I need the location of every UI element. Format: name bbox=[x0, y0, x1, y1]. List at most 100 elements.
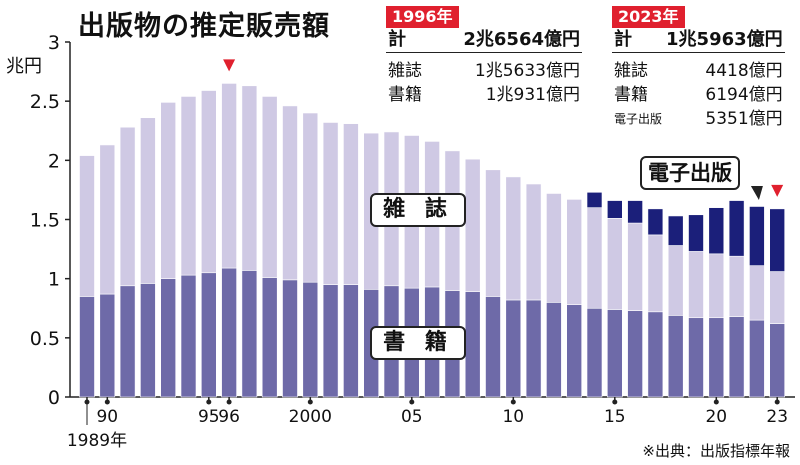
bar-segment bbox=[322, 122, 339, 285]
magazine-value: 1兆5633億円 bbox=[474, 61, 580, 81]
bar-segment bbox=[728, 255, 745, 317]
bar-segment bbox=[606, 200, 623, 219]
bar-segment bbox=[322, 284, 339, 398]
x-tick-dot bbox=[612, 399, 618, 405]
magazine-value: 4418億円 bbox=[705, 61, 783, 81]
y-tick-label: 0 bbox=[48, 387, 60, 409]
magazine-series-label: 雑 誌 bbox=[370, 193, 466, 227]
x-tick-label: 20 bbox=[705, 407, 727, 427]
x-tick-dot bbox=[713, 399, 719, 405]
bar-segment bbox=[566, 304, 583, 398]
bar-segment bbox=[505, 176, 522, 301]
books-label: 書籍 bbox=[614, 85, 648, 105]
x-tick-dot bbox=[104, 399, 110, 405]
bar-segment bbox=[749, 265, 765, 321]
x-tick-dot bbox=[510, 399, 516, 405]
bar-segment bbox=[749, 206, 765, 266]
bar-segment bbox=[647, 234, 664, 313]
source-note: ※出典：出版指標年報 bbox=[642, 442, 790, 460]
electronic-value: 5351億円 bbox=[705, 109, 783, 129]
bar-segment bbox=[241, 85, 258, 271]
bar-segment bbox=[728, 200, 745, 257]
magazine-label: 雑誌 bbox=[614, 61, 648, 81]
bar-segment bbox=[485, 296, 501, 398]
peak-marker bbox=[223, 59, 236, 72]
bar-segment bbox=[261, 96, 278, 278]
bar-segment bbox=[728, 316, 745, 398]
x-tick-dot bbox=[206, 399, 212, 405]
bar-segment bbox=[667, 245, 684, 316]
bar-segment bbox=[647, 208, 664, 236]
y-tick-label: 1.5 bbox=[30, 210, 60, 232]
bar-segment bbox=[606, 309, 623, 398]
bar-segment bbox=[201, 272, 217, 398]
x-tick-dot bbox=[409, 399, 415, 405]
bar-segment bbox=[647, 311, 664, 398]
bar-segment bbox=[708, 317, 725, 398]
bar-segment bbox=[282, 105, 298, 281]
peak-marker bbox=[771, 184, 784, 197]
bar-segment bbox=[464, 291, 481, 398]
bar-segment bbox=[79, 155, 95, 297]
bar-segment bbox=[586, 307, 603, 398]
y-axis-unit: 兆円 bbox=[6, 56, 42, 77]
bar-segment bbox=[749, 319, 765, 398]
bar-segment bbox=[769, 323, 786, 398]
bar-segment bbox=[201, 90, 217, 274]
total-label: 計 bbox=[612, 28, 665, 53]
x-tick-label: 96 bbox=[218, 407, 240, 427]
summary-1996: 1996年 計 2兆6564億円 雑誌 1兆5633億円 書籍 1兆931億円 bbox=[386, 6, 582, 107]
bar-segment bbox=[343, 123, 359, 285]
bar-segment bbox=[302, 112, 319, 283]
bar-segment bbox=[769, 208, 786, 272]
x-tick-label: 95 bbox=[198, 407, 220, 427]
bar-segment bbox=[99, 293, 116, 398]
x-tick-label: 05 bbox=[401, 407, 423, 427]
bar-segment bbox=[160, 102, 176, 279]
bar-segment bbox=[241, 270, 258, 398]
x-tick-label: 2000 bbox=[289, 407, 332, 427]
summary-2023-header: 2023年 bbox=[612, 6, 685, 28]
electronic-label: 電子出版 bbox=[614, 112, 663, 126]
bar-segment bbox=[566, 199, 583, 305]
bar-segment bbox=[525, 299, 542, 398]
bar-segment bbox=[667, 215, 684, 246]
bar-segment bbox=[221, 267, 237, 398]
summary-1996-header: 1996年 bbox=[386, 6, 459, 28]
bar-segment bbox=[505, 299, 522, 398]
bar-segment bbox=[606, 218, 623, 310]
x-tick-dot bbox=[84, 399, 90, 405]
bar-segment bbox=[546, 302, 562, 398]
bar-segment bbox=[343, 284, 359, 398]
bar-segment bbox=[667, 315, 684, 398]
x-tick-label: 1989年 bbox=[67, 431, 127, 451]
bar-segment bbox=[688, 251, 704, 319]
x-tick-label: 90 bbox=[96, 407, 118, 427]
bar-segment bbox=[140, 117, 156, 284]
bar-segment bbox=[525, 183, 542, 301]
summary-2023: 2023年 計 1兆5963億円 雑誌 4418億円 書籍 6194億円 電子出… bbox=[612, 6, 785, 131]
bar-segment bbox=[586, 191, 603, 208]
y-tick-label: 2.5 bbox=[30, 91, 60, 113]
bar-segment bbox=[769, 271, 786, 324]
bar-segment bbox=[627, 310, 643, 398]
bar-segment bbox=[160, 278, 176, 398]
bar-segment bbox=[302, 281, 319, 398]
bar-segment bbox=[688, 214, 704, 252]
bar-segment bbox=[119, 285, 136, 398]
books-series-label: 書 籍 bbox=[370, 326, 466, 360]
bar-segment bbox=[464, 158, 481, 292]
chart-title: 出版物の推定販売額 bbox=[78, 11, 330, 42]
bar-segment bbox=[119, 126, 136, 287]
x-tick-label: 23 bbox=[766, 407, 788, 427]
x-tick-label: 10 bbox=[502, 407, 524, 427]
bar-segment bbox=[221, 83, 237, 269]
books-label: 書籍 bbox=[388, 85, 422, 105]
bar-segment bbox=[79, 296, 95, 398]
bar-segment bbox=[546, 193, 562, 303]
total-value: 2兆6564億円 bbox=[432, 28, 582, 53]
bar-segment bbox=[586, 207, 603, 309]
bar-segment bbox=[282, 279, 298, 398]
bar-segment bbox=[627, 200, 643, 224]
